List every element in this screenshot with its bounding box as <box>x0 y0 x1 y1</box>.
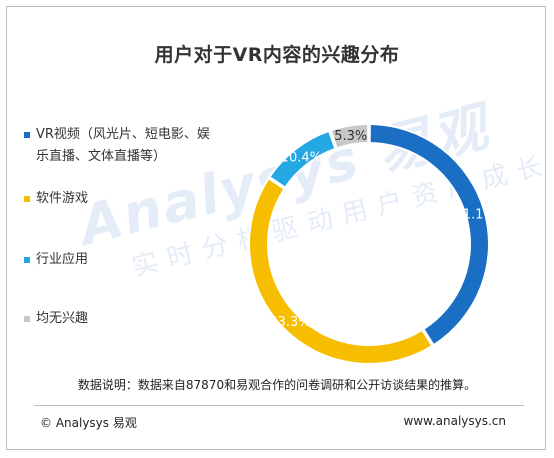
slice-value-label-1: 43.3% <box>269 315 310 330</box>
donut-slice-2 <box>268 129 337 190</box>
legend-item-games: 软件游戏 <box>24 188 214 210</box>
footer-website: www.analysys.cn <box>403 414 506 428</box>
footer-divider <box>34 405 524 406</box>
donut-slice-1 <box>248 177 434 365</box>
donut-slices <box>248 122 490 365</box>
donut-labels: 41.1% 43.3% 10.4% 5.3% <box>269 129 496 330</box>
legend-item-none: 均无兴趣 <box>24 308 214 330</box>
slice-value-label-0: 41.1% <box>455 207 496 222</box>
data-note: 数据说明：数据来自87870和易观合作的问卷调研和公开访谈结果的推算。 <box>77 378 477 392</box>
legend-swatch <box>24 257 30 263</box>
legend-swatch <box>24 316 30 322</box>
legend-label: 均无兴趣 <box>36 311 89 326</box>
legend-swatch <box>24 132 30 138</box>
slice-value-label-2: 10.4% <box>281 151 322 166</box>
legend-label: 行业应用 <box>36 252 89 267</box>
chart-frame <box>6 6 546 450</box>
legend-item-industry: 行业应用 <box>24 249 214 271</box>
chart-title: 用户对于VR内容的兴趣分布 <box>154 44 400 66</box>
legend-label: 软件游戏 <box>36 191 89 206</box>
legend-item-vr-video: VR视频（风光片、短电影、娱乐直播、文体直播等） <box>24 124 214 168</box>
legend-label: VR视频（风光片、短电影、娱乐直播、文体直播等） <box>36 127 210 164</box>
donut-slice-0 <box>368 122 490 347</box>
slice-value-label-3: 5.3% <box>334 129 367 144</box>
footer-copyright: © Analysys 易观 <box>40 416 137 430</box>
legend-swatch <box>24 196 30 202</box>
donut-slice-3 <box>329 122 370 150</box>
